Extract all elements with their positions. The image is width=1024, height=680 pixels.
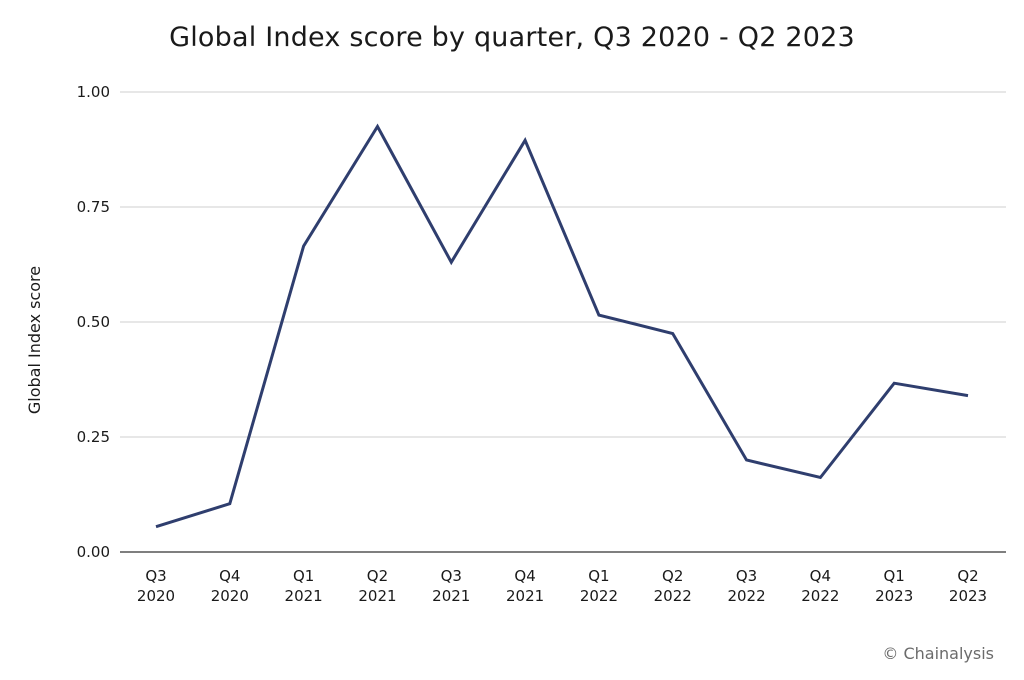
x-tick-label: Q1 2021	[285, 567, 323, 605]
x-tick-label: Q2 2022	[654, 567, 692, 605]
x-tick-year: 2022	[580, 587, 618, 605]
x-tick-label: Q2 2021	[358, 567, 396, 605]
copyright-text: © Chainalysis	[882, 644, 994, 663]
x-tick-label: Q2 2023	[949, 567, 987, 605]
chart-title: Global Index score by quarter, Q3 2020 -…	[169, 22, 855, 53]
x-tick-quarter: Q1	[588, 567, 609, 585]
y-tick-label: 0.50	[77, 313, 110, 331]
x-tick-quarter: Q3	[441, 567, 462, 585]
x-tick-label: Q1 2023	[875, 567, 913, 605]
x-tick-year: 2022	[727, 587, 765, 605]
x-tick-quarter: Q1	[293, 567, 314, 585]
y-tick-label: 0.25	[77, 428, 110, 446]
x-axis-ticks: Q3 2020 Q4 2020 Q1 2021 Q2 2021 Q3 2021 Q4 2021 Q1 20…	[137, 567, 987, 605]
x-tick-quarter: Q4	[219, 567, 240, 585]
y-tick-label: 1.00	[77, 83, 110, 101]
x-tick-year: 2022	[801, 587, 839, 605]
x-tick-year: 2021	[432, 587, 470, 605]
x-tick-label: Q3 2020	[137, 567, 175, 605]
x-tick-label: Q3 2021	[432, 567, 470, 605]
x-tick-year: 2021	[506, 587, 544, 605]
x-tick-quarter: Q3	[736, 567, 757, 585]
y-tick-label: 0.75	[77, 198, 110, 216]
x-tick-label: Q4 2020	[211, 567, 249, 605]
y-axis-title: Global Index score	[25, 266, 44, 414]
x-tick-label: Q3 2022	[727, 567, 765, 605]
x-tick-quarter: Q3	[145, 567, 166, 585]
x-tick-label: Q1 2022	[580, 567, 618, 605]
x-tick-year: 2021	[285, 587, 323, 605]
x-tick-year: 2021	[358, 587, 396, 605]
x-tick-quarter: Q4	[810, 567, 831, 585]
x-tick-year: 2020	[211, 587, 249, 605]
x-tick-year: 2023	[949, 587, 987, 605]
x-tick-year: 2022	[654, 587, 692, 605]
x-tick-quarter: Q4	[514, 567, 535, 585]
x-tick-quarter: Q2	[662, 567, 683, 585]
y-tick-label: 0.00	[77, 543, 110, 561]
x-tick-label: Q4 2021	[506, 567, 544, 605]
series-lines	[155, 123, 969, 529]
x-tick-quarter: Q1	[884, 567, 905, 585]
x-tick-quarter: Q2	[957, 567, 978, 585]
y-axis-ticks: 0.00 0.25 0.50 0.75 1.00	[77, 83, 110, 561]
gridlines	[120, 91, 1006, 553]
x-tick-label: Q4 2022	[801, 567, 839, 605]
series-line	[155, 123, 969, 529]
x-tick-year: 2020	[137, 587, 175, 605]
x-tick-year: 2023	[875, 587, 913, 605]
x-tick-quarter: Q2	[367, 567, 388, 585]
